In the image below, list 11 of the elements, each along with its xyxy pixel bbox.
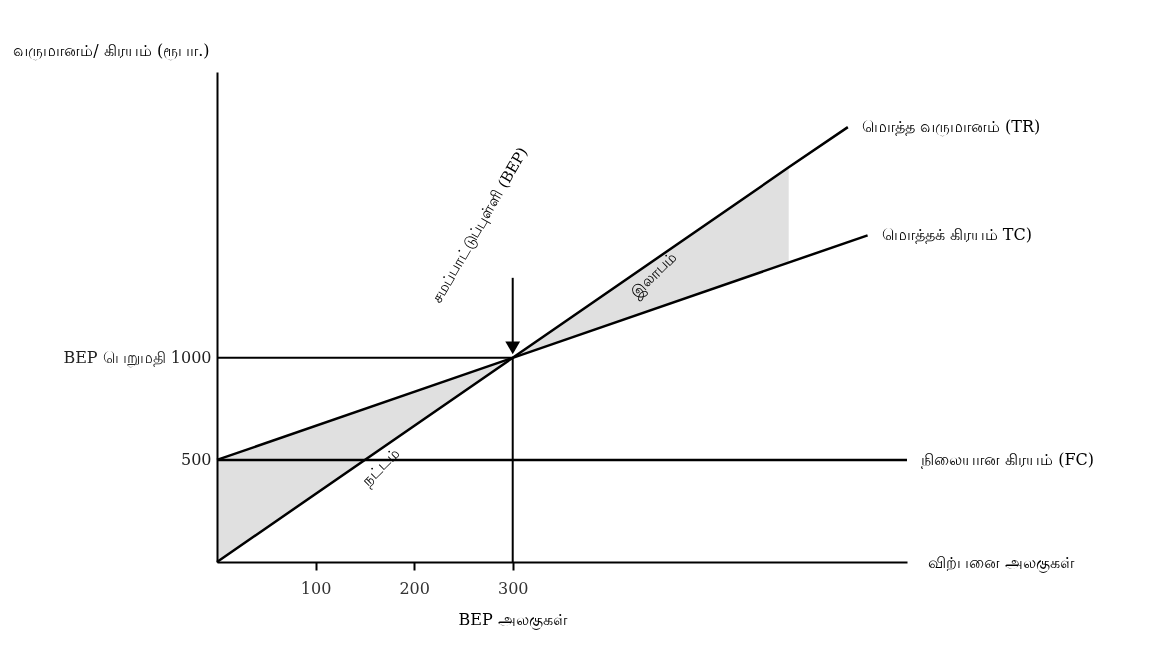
x-axis-title: விற்பனை அலகுகள்: [927, 552, 1075, 573]
x-tick-label: 200: [399, 578, 430, 598]
y-tick-label: BEP பெறுமதி 1000: [63, 348, 212, 369]
text: BEP அலகுகள்: [458, 610, 568, 630]
x-tick-label: 300: [497, 578, 529, 598]
y-tick-label: 500: [180, 450, 212, 470]
series-label: நிலையான கிரயம் (FC): [921, 449, 1094, 469]
x-tick-label: 100: [300, 578, 332, 598]
series-label: மொத்தக் கிரயம் TC): [881, 225, 1032, 245]
y-axis-title: வருமானம்/ கிரயம் (ரூபா.): [13, 40, 210, 61]
series-label: மொத்த வருமானம் (TR): [861, 117, 1041, 138]
